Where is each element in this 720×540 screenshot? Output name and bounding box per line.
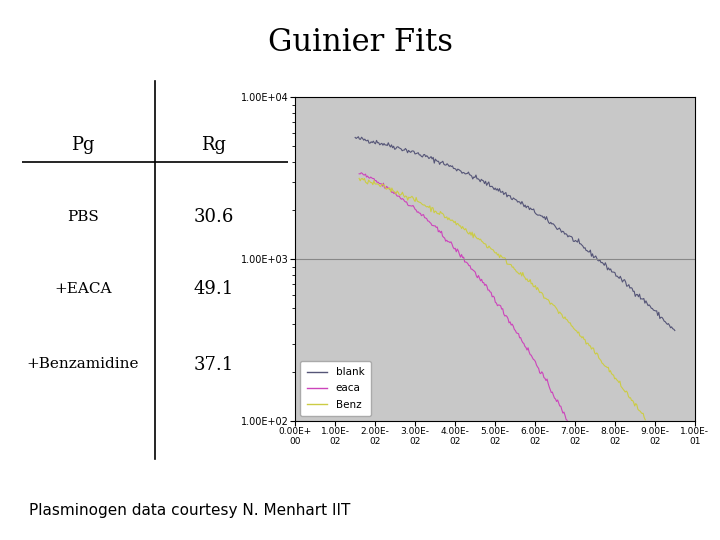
Benz: [549, 302, 558, 308]
eaca: [549, 392, 558, 399]
blank: [642, 298, 650, 304]
Line: eaca: eaca: [359, 173, 567, 420]
eaca: [383, 184, 392, 191]
eaca: [371, 178, 379, 184]
eaca: [357, 170, 366, 176]
blank: [547, 221, 556, 227]
eaca: [511, 327, 520, 334]
blank: [542, 213, 551, 220]
Text: +Benzamidine: +Benzamidine: [27, 357, 139, 372]
Text: Plasminogen data courtesy N. Menhart IIT: Plasminogen data courtesy N. Menhart IIT: [29, 503, 350, 518]
Benz: [554, 310, 563, 317]
Line: blank: blank: [355, 137, 675, 330]
Line: Benz: Benz: [359, 178, 645, 420]
Text: 30.6: 30.6: [193, 208, 233, 226]
blank: [354, 133, 363, 140]
blank: [541, 217, 550, 223]
Benz: [613, 377, 622, 384]
Text: Rg: Rg: [201, 136, 226, 154]
Legend: blank, eaca, Benz: blank, eaca, Benz: [300, 361, 371, 416]
Text: +EACA: +EACA: [54, 282, 112, 296]
Text: 37.1: 37.1: [193, 355, 233, 374]
Benz: [355, 175, 364, 181]
blank: [352, 135, 361, 141]
Benz: [625, 395, 634, 401]
eaca: [355, 171, 364, 177]
eaca: [563, 417, 572, 423]
Benz: [539, 295, 548, 301]
blank: [621, 279, 630, 285]
Text: Guinier Fits: Guinier Fits: [268, 27, 452, 58]
Benz: [641, 416, 649, 423]
eaca: [537, 369, 546, 375]
Text: PBS: PBS: [67, 210, 99, 224]
Text: Pg: Pg: [71, 136, 94, 154]
blank: [351, 134, 359, 141]
blank: [670, 327, 679, 334]
Text: 49.1: 49.1: [193, 280, 233, 298]
Benz: [390, 188, 398, 194]
eaca: [487, 289, 495, 296]
